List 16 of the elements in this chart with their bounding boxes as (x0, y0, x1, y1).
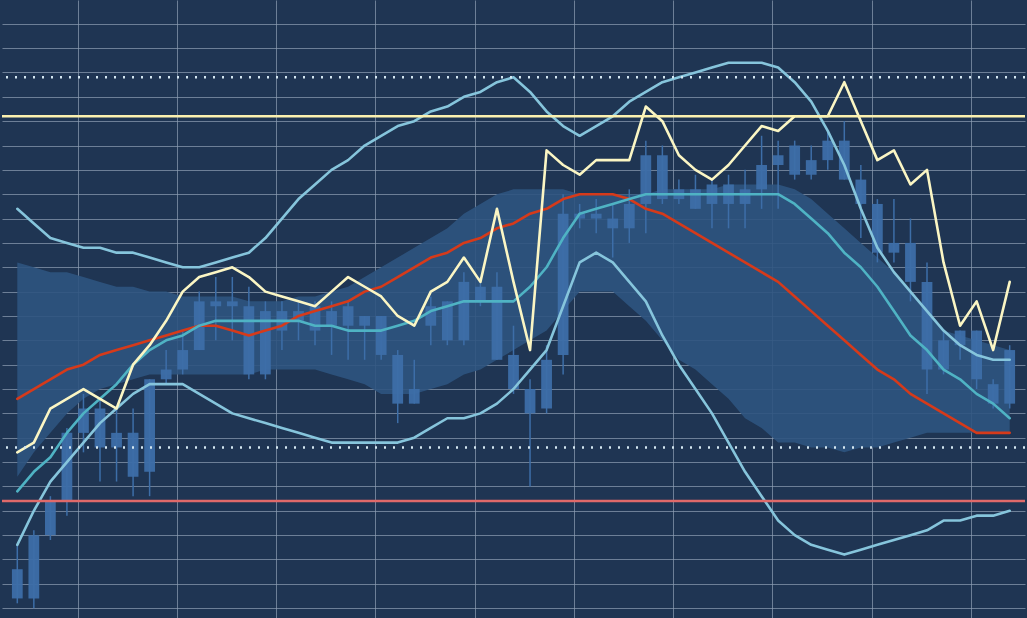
candlestick (160, 349, 172, 385)
candlestick (590, 198, 602, 234)
candlestick (772, 139, 784, 210)
candlestick (210, 276, 222, 342)
candlestick (607, 203, 619, 259)
candlestick (177, 329, 189, 376)
candlestick (111, 407, 122, 483)
candlestick (805, 144, 817, 181)
candlestick (822, 130, 834, 171)
candlestick (326, 300, 337, 356)
candlestick (359, 315, 371, 361)
candlestick (987, 378, 999, 410)
candlestick (888, 198, 900, 264)
candlestick (342, 300, 354, 361)
candlestick (226, 276, 238, 342)
candlestick (408, 359, 420, 405)
